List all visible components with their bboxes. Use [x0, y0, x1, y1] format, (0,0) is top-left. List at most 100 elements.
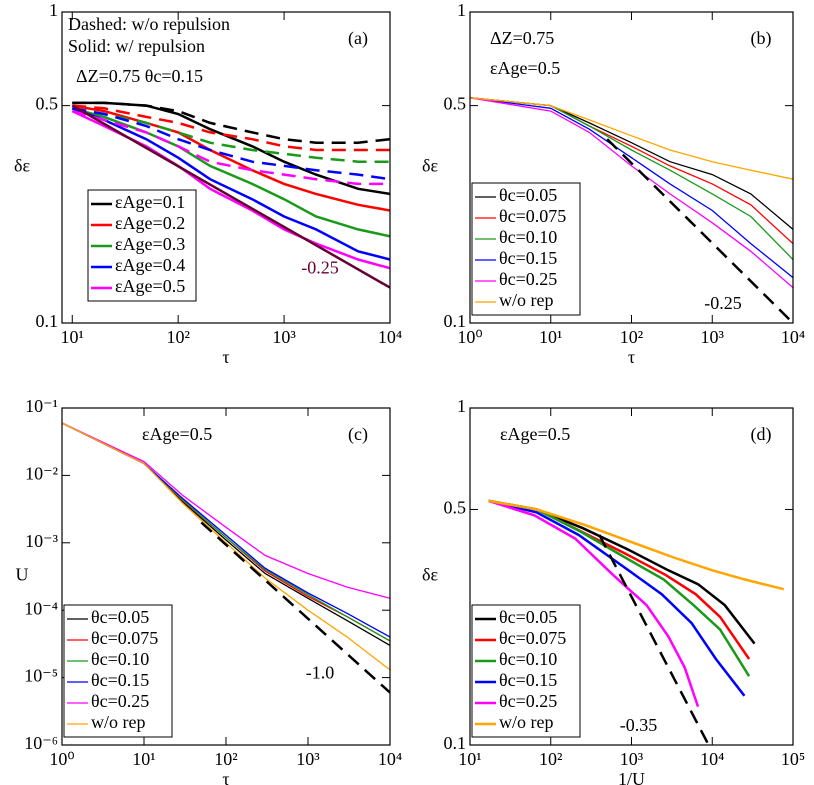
lines: [470, 97, 793, 323]
guide-label: -0.25: [704, 293, 742, 313]
legend-label: εAge=0.2: [115, 213, 185, 233]
y-axis-label: δε: [14, 156, 30, 176]
series-line: [71, 107, 390, 261]
legend-label: θc=0.15: [499, 670, 557, 690]
x-tick-label: 10²: [166, 327, 189, 347]
x-axis-label: 1/U: [618, 769, 645, 785]
legend-label: w/o rep: [499, 290, 553, 310]
x-tick-label: 10¹: [132, 749, 155, 769]
x-axis-label: τ: [222, 347, 229, 367]
x-tick-label: 10⁴: [378, 327, 402, 347]
annotation: εAge=0.5: [490, 58, 560, 78]
y-tick-label: 0.1: [36, 311, 59, 331]
guide-line: [71, 104, 390, 289]
legend-label: εAge=0.4: [115, 255, 185, 275]
series-line: [470, 97, 793, 260]
dashed-line: [72, 107, 390, 181]
x-tick-label: 10²: [214, 749, 237, 769]
annotation: Dashed: w/o repulsion: [68, 14, 230, 34]
y-tick-label: 1: [457, 396, 466, 416]
annotation: ΔZ=0.75: [490, 28, 554, 48]
y-tick-label: 10⁻⁴: [24, 598, 58, 618]
x-tick-label: 10¹: [458, 749, 481, 769]
guide-line: [200, 521, 390, 694]
y-tick-label: 0.5: [444, 498, 467, 518]
y-tick-label: 0.1: [444, 733, 467, 753]
annotation: εAge=0.5: [142, 424, 212, 444]
x-axis-label: τ: [628, 347, 635, 367]
guide-label: -1.0: [306, 663, 335, 683]
y-tick-label: 0.1: [444, 311, 467, 331]
legend-label: εAge=0.5: [115, 276, 185, 296]
legend-label: θc=0.05: [499, 607, 557, 627]
series-line: [488, 499, 746, 697]
y-axis-label: U: [16, 565, 29, 585]
dashed-line: [72, 107, 390, 163]
legend-label: θc=0.25: [499, 269, 557, 289]
series-line: [470, 97, 793, 180]
plot-frame: [61, 11, 391, 324]
legend-box: [471, 604, 581, 738]
x-tick-label: 10⁴: [378, 749, 402, 769]
dashed-line: [71, 109, 390, 186]
x-tick-label: 10⁰: [49, 749, 74, 769]
series-line: [488, 499, 785, 591]
legend-label: w/o rep: [91, 712, 145, 732]
series-line: [62, 422, 390, 671]
y-tick-label: 0.5: [36, 94, 59, 114]
y-tick-label: 10⁻³: [25, 531, 59, 551]
x-tick-label: 10⁵: [781, 749, 805, 769]
panel-label: (b): [751, 28, 772, 49]
panel: 10⁰ 10¹ 10² 10³ 10⁴ 0.1 0.5 1 τ δε -0.25 (b) ΔZ=0.75…: [422, 0, 805, 367]
legend-label: θc=0.15: [499, 248, 557, 268]
legend-label: θc=0.075: [499, 206, 566, 226]
legend-label: θc=0.075: [91, 628, 158, 648]
legend-label: θc=0.10: [499, 227, 557, 247]
panel-label: (a): [348, 28, 368, 49]
annotation: εAge=0.5: [500, 424, 570, 444]
legend-label: εAge=0.3: [115, 234, 185, 254]
lines: [71, 101, 390, 289]
x-tick-label: 10³: [701, 327, 725, 347]
legend-box: [63, 604, 173, 738]
guide-label: -0.35: [620, 715, 658, 735]
series-line: [470, 97, 793, 279]
lines: [62, 422, 390, 694]
guide-label: -0.25: [301, 258, 339, 278]
series-line: [470, 97, 793, 289]
guide-line: [598, 534, 710, 745]
x-tick-label: 10⁰: [457, 327, 482, 347]
panel: 10⁰ 10¹ 10² 10³ 10⁴ 10⁻⁶ 10⁻⁵ 10⁻⁴ 10⁻³ 10⁻² 10⁻¹ τ…: [16, 396, 403, 785]
series-line: [488, 499, 751, 677]
x-tick-label: 10¹: [61, 327, 84, 347]
lines: [488, 499, 785, 745]
plot-frame: [469, 407, 794, 746]
annotation: ΔZ=0.75 θc=0.15: [76, 66, 203, 86]
x-tick-label: 10³: [296, 749, 320, 769]
y-tick-label: 10⁻¹: [25, 396, 58, 416]
y-tick-label: 10⁻⁶: [24, 733, 58, 753]
legend-label: εAge=0.1: [115, 192, 185, 212]
panel: 10¹ 10² 10³ 10⁴ 0.1 0.5 1 τ δε -0.25 (a) Dashed: w/…: [14, 0, 402, 367]
plot-frame: [61, 407, 391, 746]
x-tick-label: 10⁴: [781, 327, 805, 347]
panel-label: (d): [751, 424, 772, 445]
legend-label: θc=0.25: [91, 691, 149, 711]
x-tick-label: 10¹: [539, 327, 562, 347]
legend-label: θc=0.15: [91, 670, 149, 690]
legend-label: θc=0.25: [499, 691, 557, 711]
series-line: [62, 422, 390, 599]
legend-label: θc=0.10: [499, 649, 557, 669]
x-tick-label: 10²: [539, 749, 562, 769]
y-tick-label: 0.5: [444, 94, 467, 114]
x-axis-label: τ: [222, 769, 229, 785]
legend-label: θc=0.05: [91, 607, 149, 627]
legend-box: [471, 182, 581, 316]
x-tick-label: 10⁴: [700, 749, 724, 769]
x-tick-label: 10³: [272, 327, 296, 347]
legend-label: w/o rep: [499, 712, 553, 732]
dashed-line: [72, 104, 390, 152]
x-tick-label: 10²: [620, 327, 643, 347]
